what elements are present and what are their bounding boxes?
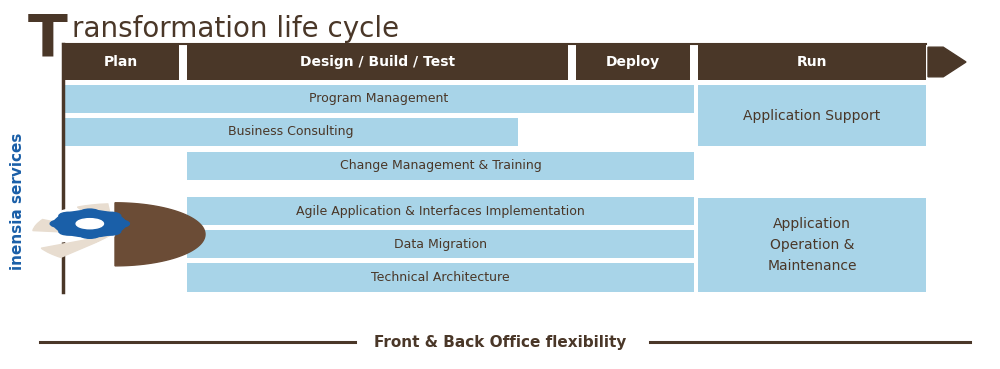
Bar: [187, 44, 568, 80]
Bar: [698, 198, 926, 292]
Text: ransformation life cycle: ransformation life cycle: [72, 15, 399, 43]
Bar: [576, 44, 690, 80]
Text: Deploy: Deploy: [606, 55, 660, 69]
Circle shape: [76, 219, 103, 229]
Text: Plan: Plan: [104, 55, 138, 69]
Bar: [63, 118, 518, 146]
Text: Application Support: Application Support: [743, 109, 881, 123]
Text: Data Migration: Data Migration: [394, 238, 487, 251]
Circle shape: [80, 231, 100, 238]
Wedge shape: [47, 209, 115, 234]
Text: Technical Architecture: Technical Architecture: [371, 271, 510, 284]
Text: Program Management: Program Management: [309, 92, 448, 105]
Bar: [63, 44, 179, 80]
FancyArrow shape: [928, 47, 966, 77]
Bar: [187, 230, 694, 258]
Circle shape: [50, 220, 70, 227]
Wedge shape: [32, 234, 115, 245]
Circle shape: [109, 220, 129, 227]
Circle shape: [101, 212, 121, 220]
Text: Front & Back Office flexibility: Front & Back Office flexibility: [374, 335, 626, 350]
Bar: [698, 85, 926, 146]
Circle shape: [54, 210, 126, 237]
Text: Design / Build / Test: Design / Build / Test: [300, 55, 455, 69]
Circle shape: [80, 209, 100, 217]
Wedge shape: [41, 234, 115, 257]
Bar: [187, 152, 694, 180]
Wedge shape: [33, 220, 115, 234]
Text: Application
Operation &
Maintenance: Application Operation & Maintenance: [767, 217, 857, 273]
Text: Agile Application & Interfaces Implementation: Agile Application & Interfaces Implement…: [296, 204, 585, 218]
Text: inensia services: inensia services: [10, 132, 26, 270]
Bar: [187, 197, 694, 225]
Text: Business Consulting: Business Consulting: [228, 125, 353, 138]
Circle shape: [59, 212, 79, 220]
Bar: [698, 44, 926, 80]
Text: T: T: [28, 11, 68, 68]
Bar: [63, 85, 694, 113]
Text: Run: Run: [797, 55, 827, 69]
Circle shape: [101, 228, 121, 235]
Wedge shape: [77, 204, 115, 234]
Bar: [187, 263, 694, 292]
Wedge shape: [68, 234, 115, 264]
Circle shape: [59, 228, 79, 235]
Polygon shape: [115, 203, 205, 266]
Text: Change Management & Training: Change Management & Training: [340, 159, 541, 172]
